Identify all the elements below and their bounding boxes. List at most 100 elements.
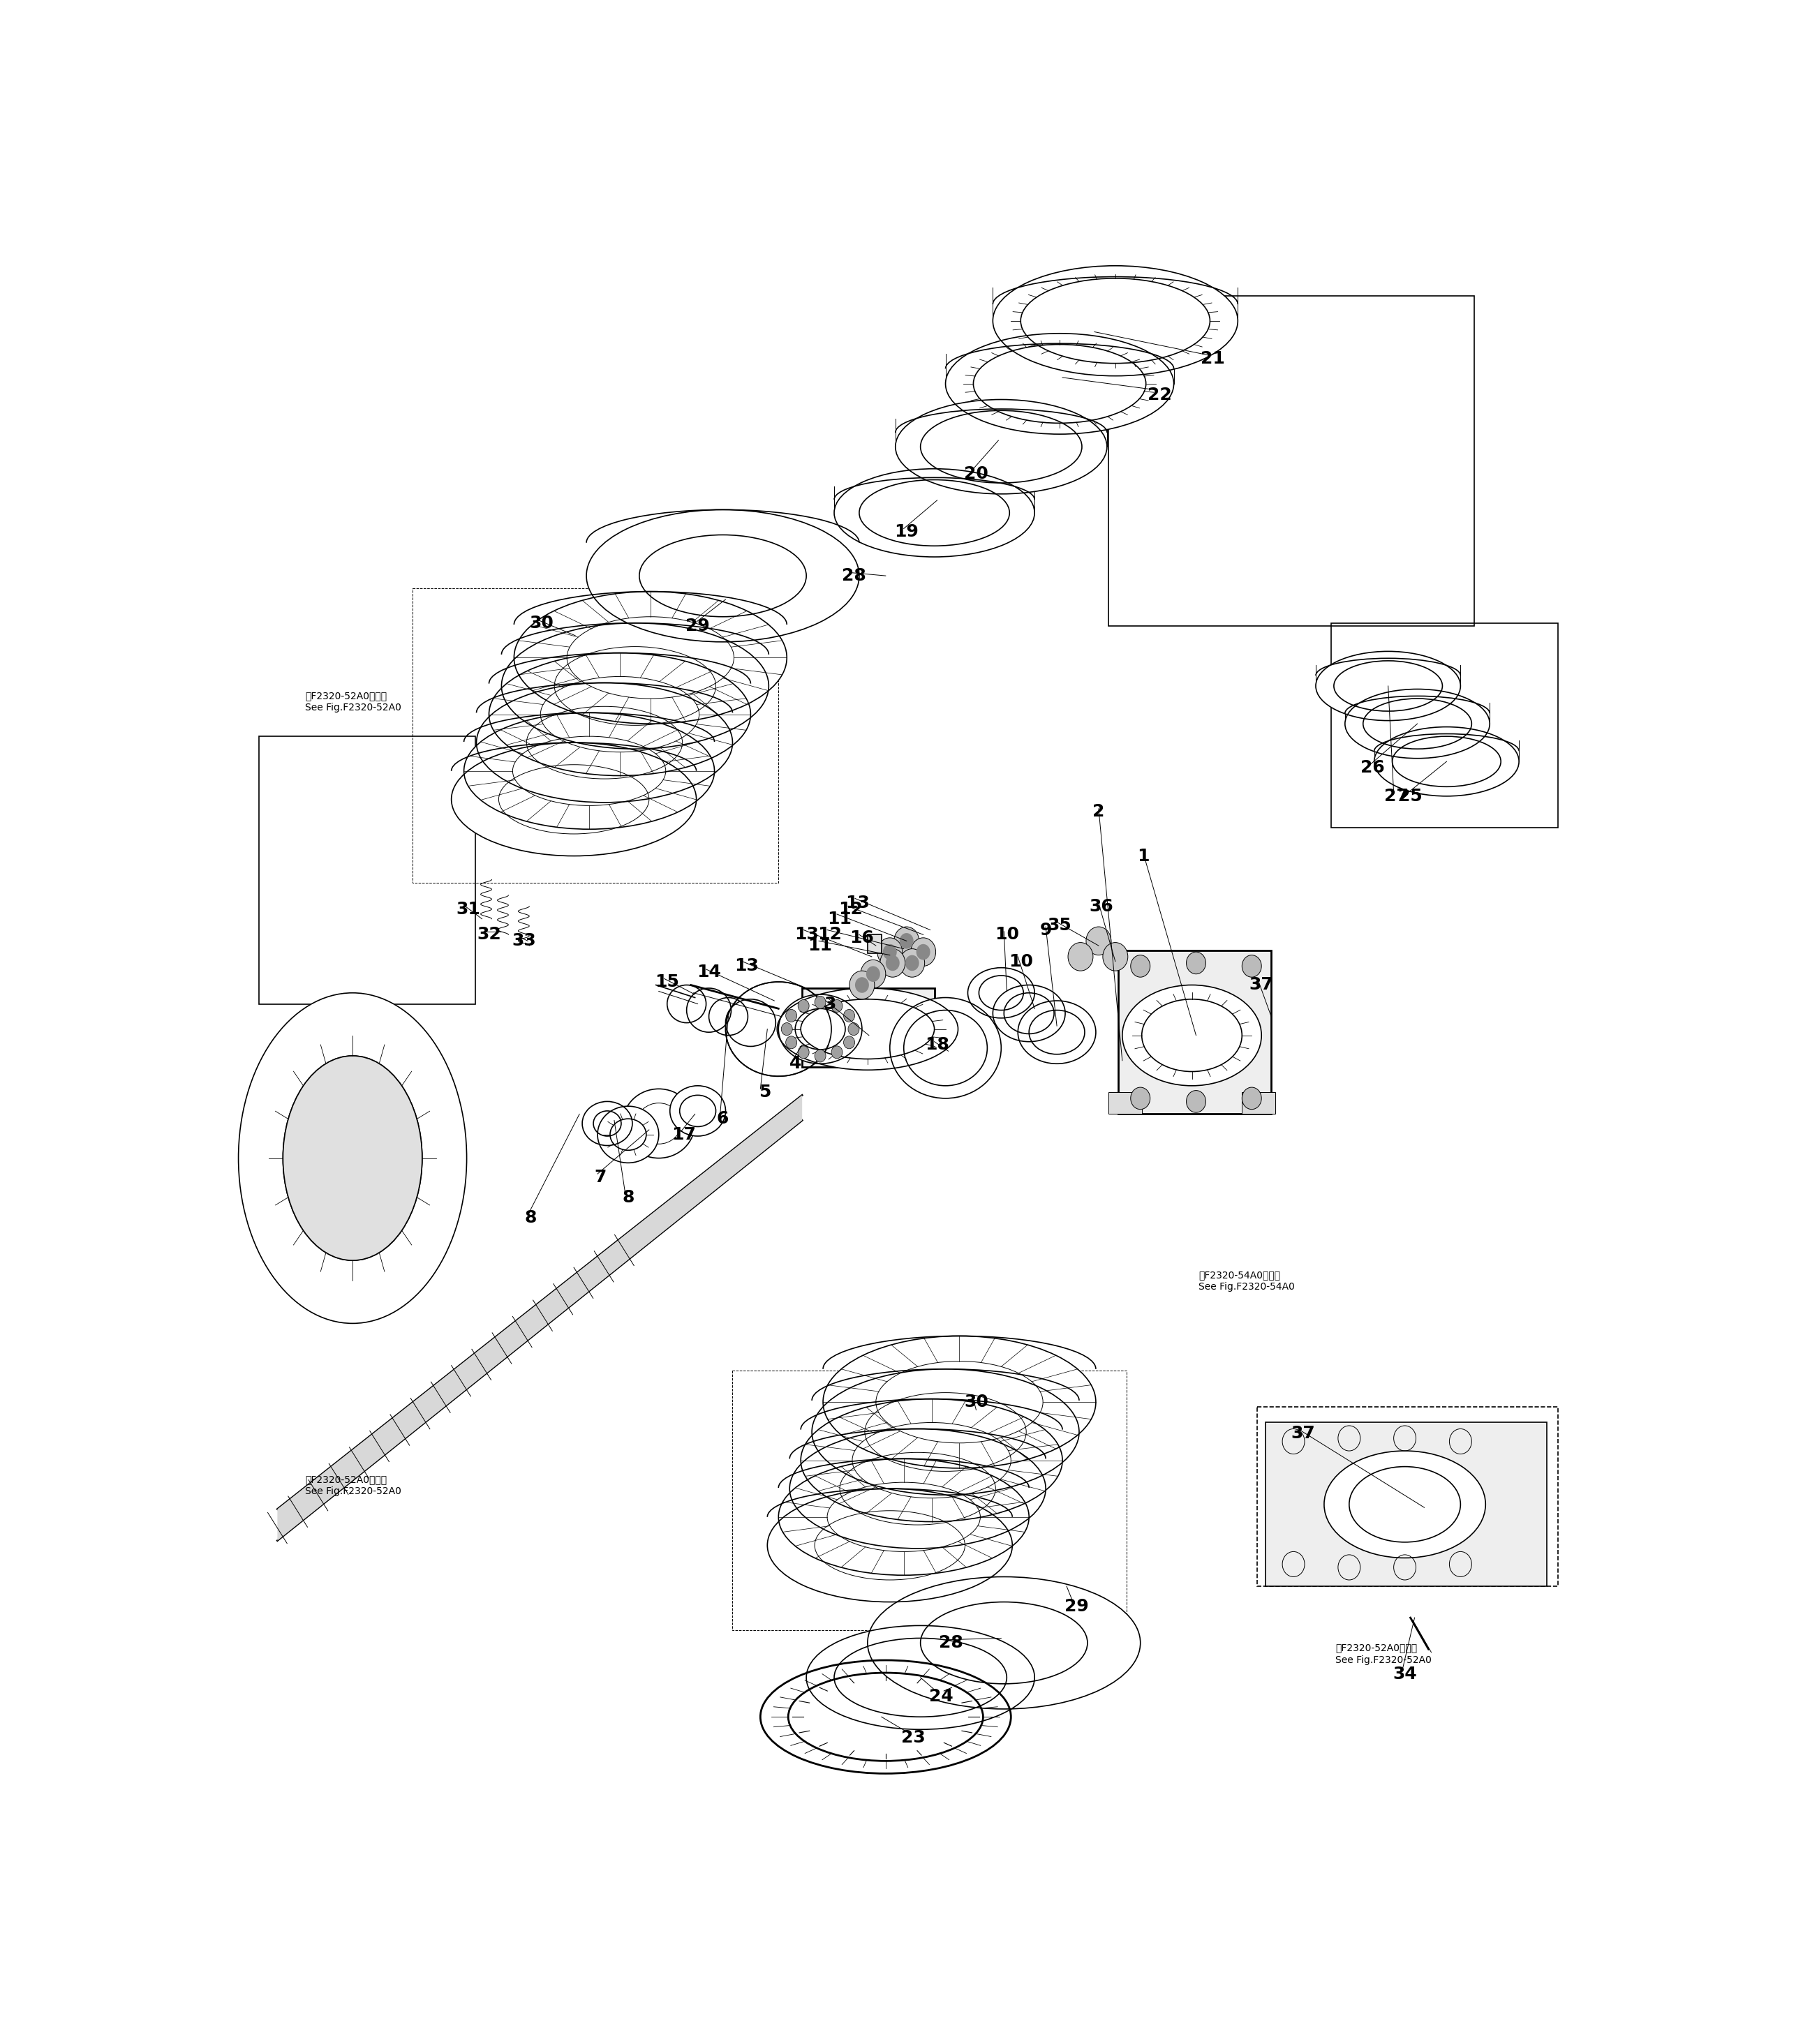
Text: 37: 37 [1250, 977, 1273, 993]
Text: 第F2320-52A0図参照
See Fig.F2320-52A0: 第F2320-52A0図参照 See Fig.F2320-52A0 [305, 691, 402, 713]
Ellipse shape [823, 1337, 1096, 1468]
Circle shape [832, 1000, 842, 1012]
Polygon shape [1108, 1091, 1142, 1114]
Text: 3: 3 [824, 995, 837, 1012]
Circle shape [1243, 955, 1261, 977]
Circle shape [1131, 1087, 1149, 1110]
Text: 9: 9 [1040, 922, 1052, 938]
Ellipse shape [778, 987, 957, 1069]
Text: 34: 34 [1392, 1666, 1417, 1682]
Ellipse shape [896, 399, 1106, 495]
Text: 37: 37 [1291, 1425, 1315, 1441]
Text: 13: 13 [794, 926, 819, 942]
Circle shape [900, 948, 925, 977]
Ellipse shape [582, 1102, 632, 1145]
Ellipse shape [598, 1106, 659, 1163]
Ellipse shape [993, 985, 1065, 1042]
Ellipse shape [889, 997, 1000, 1098]
Circle shape [894, 926, 920, 955]
Ellipse shape [1316, 652, 1460, 722]
Text: 第F2320-54A0図参照
See Fig.F2320-54A0: 第F2320-54A0図参照 See Fig.F2320-54A0 [1200, 1269, 1295, 1292]
Ellipse shape [1018, 1002, 1096, 1063]
Circle shape [1131, 955, 1149, 977]
Text: 18: 18 [925, 1036, 950, 1053]
Ellipse shape [993, 266, 1237, 376]
Text: 1: 1 [1137, 848, 1149, 865]
Ellipse shape [463, 713, 715, 830]
Circle shape [785, 1010, 797, 1022]
Circle shape [1103, 942, 1128, 971]
Text: 24: 24 [929, 1688, 954, 1705]
Text: 31: 31 [456, 901, 480, 918]
Text: 13: 13 [846, 895, 869, 912]
Text: 32: 32 [476, 926, 501, 942]
Text: 29: 29 [686, 617, 709, 634]
Text: 36: 36 [1088, 897, 1114, 914]
Text: 23: 23 [902, 1729, 925, 1746]
Text: 8: 8 [621, 1190, 634, 1206]
Text: 21: 21 [1200, 350, 1225, 368]
Polygon shape [803, 987, 934, 1067]
Ellipse shape [806, 1625, 1034, 1729]
Circle shape [1069, 942, 1094, 971]
Ellipse shape [801, 1398, 1063, 1521]
Text: 10: 10 [995, 926, 1018, 942]
Text: 30: 30 [530, 615, 553, 632]
Text: 11: 11 [828, 910, 851, 928]
Ellipse shape [585, 509, 858, 642]
Circle shape [855, 977, 869, 993]
Circle shape [785, 1036, 797, 1049]
Ellipse shape [489, 652, 751, 775]
Circle shape [866, 967, 880, 981]
Circle shape [876, 938, 902, 967]
Ellipse shape [767, 1488, 1013, 1602]
Text: 2: 2 [1092, 803, 1105, 820]
Ellipse shape [833, 468, 1034, 556]
Text: 7: 7 [594, 1169, 607, 1186]
Ellipse shape [451, 742, 697, 856]
Text: 15: 15 [656, 973, 679, 989]
Ellipse shape [501, 623, 769, 748]
Text: 5: 5 [758, 1083, 770, 1100]
Text: 第F2320-52A0図参照
See Fig.F2320-52A0: 第F2320-52A0図参照 See Fig.F2320-52A0 [305, 1474, 402, 1496]
Text: 8: 8 [524, 1210, 537, 1226]
Text: 28: 28 [842, 568, 866, 585]
Ellipse shape [790, 1429, 1045, 1549]
Circle shape [797, 1047, 808, 1059]
Text: 17: 17 [672, 1126, 697, 1143]
Text: 26: 26 [1361, 760, 1385, 777]
Ellipse shape [1345, 689, 1489, 758]
Polygon shape [1243, 1091, 1275, 1114]
Text: 12: 12 [817, 926, 842, 942]
Ellipse shape [514, 591, 787, 724]
Circle shape [815, 995, 826, 1008]
Ellipse shape [867, 1576, 1140, 1709]
Text: 13: 13 [735, 959, 758, 975]
Ellipse shape [239, 993, 467, 1322]
Ellipse shape [945, 333, 1175, 433]
Text: 35: 35 [1047, 918, 1072, 934]
Text: 16: 16 [850, 930, 875, 946]
Ellipse shape [1122, 985, 1261, 1085]
Ellipse shape [812, 1369, 1079, 1494]
Text: 33: 33 [512, 932, 535, 948]
Ellipse shape [1374, 728, 1519, 795]
Circle shape [832, 1047, 842, 1059]
Ellipse shape [778, 995, 862, 1063]
Circle shape [848, 1022, 858, 1036]
Circle shape [781, 1022, 792, 1036]
Text: 10: 10 [1008, 953, 1033, 969]
Text: 20: 20 [964, 466, 988, 482]
Circle shape [900, 932, 914, 948]
Ellipse shape [284, 1057, 422, 1261]
Ellipse shape [1324, 1451, 1485, 1558]
Circle shape [860, 961, 885, 987]
Circle shape [844, 1010, 855, 1022]
Ellipse shape [670, 1085, 726, 1136]
Circle shape [916, 944, 930, 961]
Text: 29: 29 [1065, 1598, 1088, 1615]
Circle shape [1187, 953, 1205, 975]
Circle shape [884, 944, 896, 961]
Circle shape [1187, 1089, 1205, 1112]
Text: 19: 19 [894, 523, 920, 540]
